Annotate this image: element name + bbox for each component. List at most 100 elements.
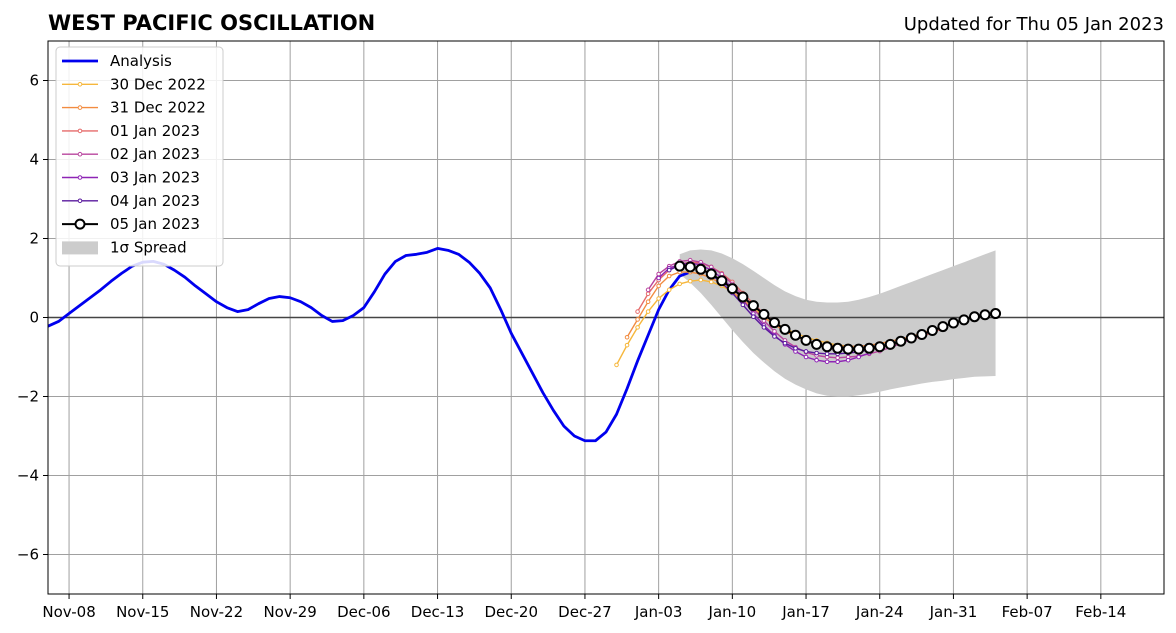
legend-marker (77, 82, 83, 87)
forecast-point (624, 334, 630, 340)
forecast-point (747, 300, 759, 312)
legend-label: Analysis (110, 52, 172, 70)
forecast-point (824, 351, 830, 357)
forecast-point (782, 340, 788, 346)
forecast-point (803, 349, 809, 354)
forecast-point (635, 325, 640, 330)
forecast-point (968, 311, 980, 323)
forecast-point (803, 354, 809, 360)
forecast-point (737, 291, 749, 303)
chart-title: WEST PACIFIC OSCILLATION (48, 11, 375, 35)
forecast-point (684, 261, 696, 273)
forecast-point (666, 287, 672, 293)
forecast-point (656, 271, 661, 277)
forecast-point (814, 357, 819, 363)
forecast-point (926, 325, 938, 337)
x-axis: Nov-08 Nov-15 Nov-22 Nov-29 Dec-06 Dec-13 Dec-… (42, 594, 1126, 621)
y-axis: −6 −4 −2 0 2 4 6 (17, 72, 48, 564)
forecast-point (874, 341, 886, 353)
x-tick-label: Jan-03 (634, 603, 683, 621)
forecast-point (645, 309, 651, 314)
legend-item: Analysis (62, 52, 172, 70)
y-tick-label: −2 (17, 388, 39, 406)
forecast-point (656, 296, 661, 301)
forecast-point (761, 325, 767, 330)
forecast-point (656, 283, 661, 289)
forecast-series (614, 257, 1002, 368)
legend-item: 02 Jan 2023 (62, 145, 200, 163)
legend-marker (74, 218, 86, 230)
legend-label: 05 Jan 2023 (110, 215, 200, 233)
y-tick-label: −6 (17, 546, 39, 564)
legend-label: 30 Dec 2022 (110, 75, 206, 93)
forecast-point (811, 338, 823, 350)
spread-band (679, 249, 996, 397)
legend-marker (77, 105, 83, 110)
forecast-point (666, 267, 672, 273)
x-tick-label: Nov-15 (116, 603, 169, 621)
legend-box (55, 46, 224, 267)
forecast-point (947, 317, 959, 329)
forecast-point (740, 302, 746, 308)
legend-item: 04 Jan 2023 (62, 192, 200, 210)
forecast-point (790, 329, 802, 341)
x-tick-label: Feb-07 (1002, 603, 1053, 621)
legend-label: 03 Jan 2023 (110, 169, 200, 187)
forecast-point (705, 268, 717, 280)
legend-item: 30 Dec 2022 (62, 75, 206, 93)
forecast-point (687, 278, 693, 284)
forecast-point (751, 314, 756, 320)
legend-item: 01 Jan 2023 (62, 122, 200, 140)
forecast-point (674, 260, 686, 272)
forecast-point (645, 299, 651, 305)
forecast-point (768, 317, 780, 329)
legend-item: 03 Jan 2023 (62, 169, 200, 187)
forecast-point (856, 354, 861, 360)
forecast-point (645, 287, 651, 293)
forecast-point (863, 342, 875, 354)
x-tick-label: Dec-13 (411, 603, 465, 621)
forecast-point (895, 335, 907, 347)
legend-label: 02 Jan 2023 (110, 145, 200, 163)
forecast-point (800, 334, 812, 346)
forecast-point (884, 338, 896, 350)
legend-item: 31 Dec 2022 (62, 99, 206, 117)
legend-label: 04 Jan 2023 (110, 192, 200, 210)
y-tick-label: 6 (29, 72, 39, 90)
x-tick-label: Dec-06 (337, 603, 391, 621)
x-tick-label: Feb-14 (1075, 603, 1126, 621)
x-tick-label: Jan-31 (929, 603, 978, 621)
forecast-point (708, 279, 714, 285)
forecast-point (958, 314, 970, 326)
legend: Analysis 30 Dec 2022 31 Dec 2022 01 Jan 202… (55, 46, 224, 267)
y-tick-label: −4 (17, 467, 39, 485)
y-tick-label: 0 (29, 309, 39, 327)
x-tick-label: Jan-10 (708, 603, 757, 621)
x-tick-label: Nov-08 (42, 603, 95, 621)
legend-marker (77, 175, 83, 180)
forecast-point (979, 309, 991, 321)
legend-swatch (62, 241, 98, 255)
legend-marker (77, 198, 83, 204)
forecast-point (772, 334, 777, 339)
forecast-point (614, 362, 619, 368)
analysis-line (47, 246, 691, 443)
forecast-point (821, 341, 833, 353)
legend-marker (77, 151, 83, 157)
forecast-series-2023-01-05 (674, 260, 1002, 355)
forecast-point (677, 281, 682, 287)
chart-subtitle: Updated for Thu 05 Jan 2023 (904, 14, 1164, 35)
forecast-point (937, 321, 949, 333)
y-tick-label: 2 (29, 230, 39, 248)
forecast-point (916, 328, 928, 340)
x-tick-label: Jan-17 (781, 603, 830, 621)
forecast-point (656, 275, 661, 281)
forecast-point (698, 277, 704, 283)
forecast-point (842, 343, 854, 355)
forecast-point (824, 359, 830, 365)
forecast-point (666, 273, 672, 279)
x-tick-label: Jan-24 (855, 603, 904, 621)
forecast-point (814, 350, 819, 356)
spread-area (679, 249, 996, 397)
forecast-point (624, 342, 630, 348)
